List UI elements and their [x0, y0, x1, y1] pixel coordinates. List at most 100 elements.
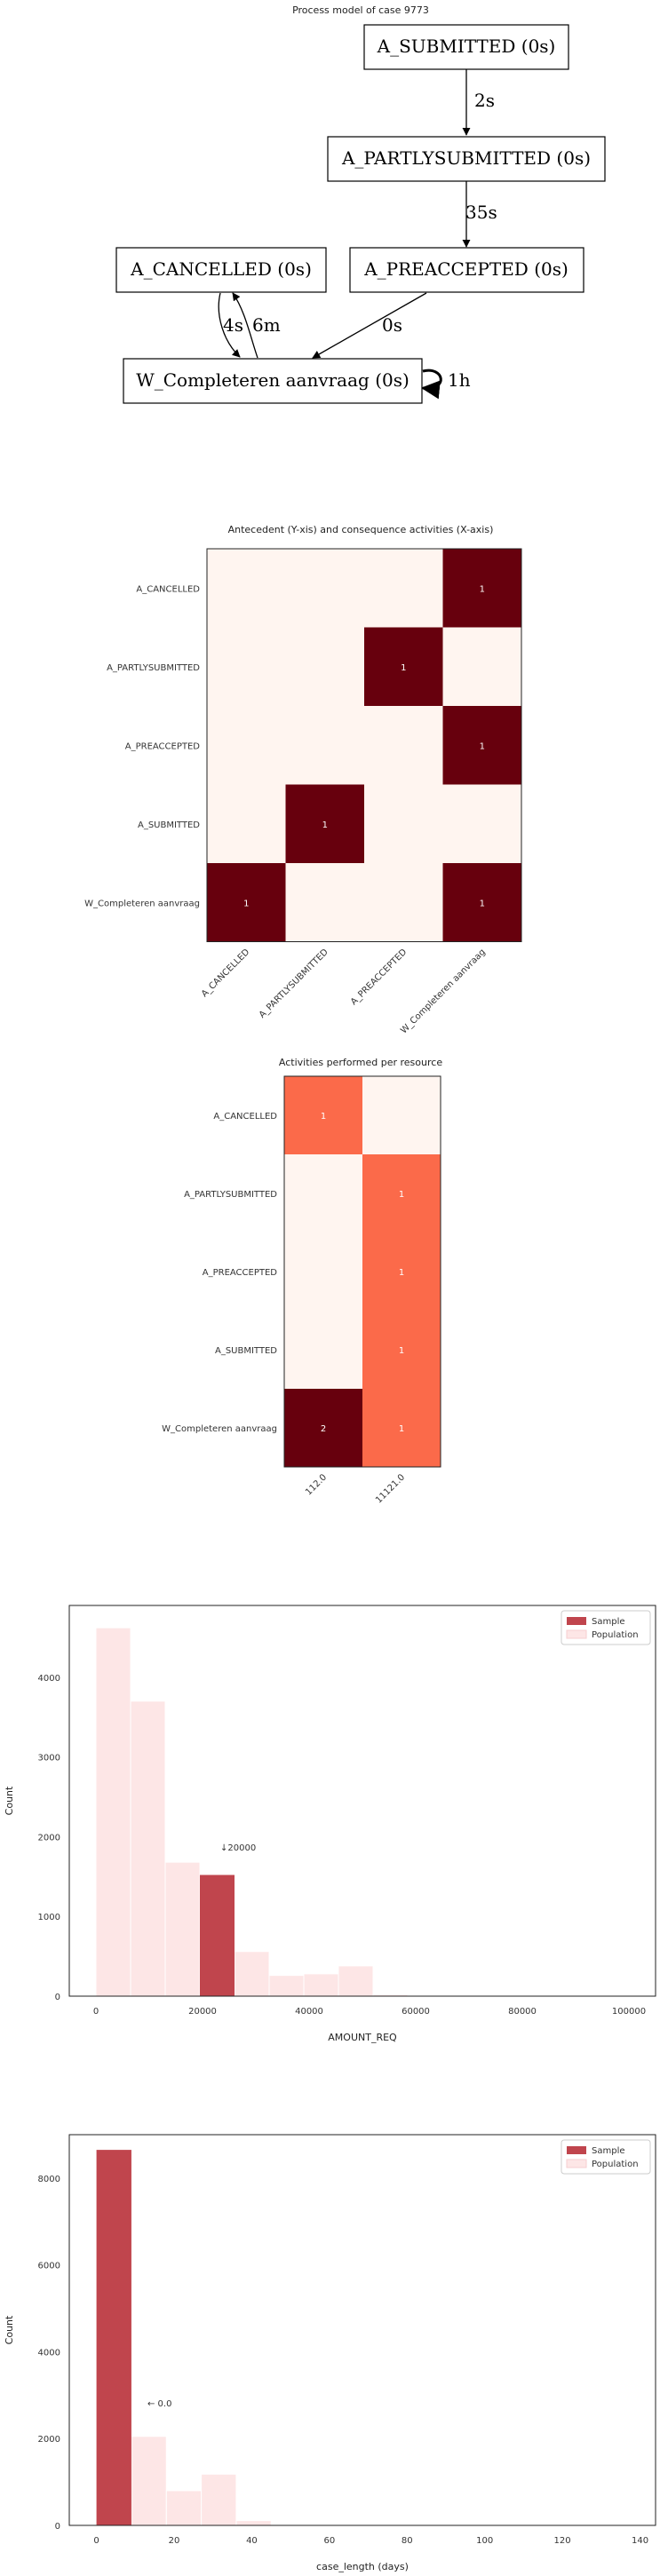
heatmap-cell — [285, 784, 364, 863]
population-bar — [130, 1700, 166, 1997]
heatmap-row-label: A_PREACCEPTED — [125, 741, 201, 751]
population-bar — [234, 1951, 270, 1997]
edge-label-sub-part: 2s — [474, 90, 495, 111]
heatmap-cell-value: 1 — [399, 1190, 404, 1200]
sample-bar — [96, 2150, 131, 2525]
legend-swatch-sample — [567, 2146, 586, 2154]
x-tick-label: 80000 — [508, 2007, 537, 2017]
heatmap-row-label: A_CANCELLED — [136, 584, 200, 594]
amount-req-histogram-panel: 0 20000 40000 60000 80000 100000 0 1000 2000 3000… — [0, 1581, 660, 2060]
heatmap-cell — [362, 1076, 441, 1154]
plot-frame — [68, 1605, 656, 1997]
x-tick-label: 0 — [93, 2007, 99, 2017]
node-label: A_PREACCEPTED (0s) — [363, 258, 569, 280]
edge-pre-wc — [312, 292, 427, 359]
population-bar — [268, 1975, 305, 1997]
node-a-cancelled: A_CANCELLED (0s) — [115, 247, 327, 293]
heatmap-row-label: W_Completeren aanvraag — [162, 1424, 277, 1434]
annotation: ↓20000 — [220, 1843, 256, 1853]
edge-label-wc-self: 1h — [448, 369, 471, 391]
x-tick-label: 80 — [402, 2536, 413, 2546]
heatmap-cell — [284, 1389, 362, 1467]
heatmap-cell — [364, 784, 443, 863]
edge-label-wc-canc: 6m — [252, 314, 281, 336]
legend-label-population: Population — [592, 1630, 639, 1640]
population-bar — [164, 1861, 201, 1997]
heatmap-cell — [442, 863, 521, 942]
legend-label-sample: Sample — [592, 1617, 625, 1627]
y-axis-label: Count — [4, 2315, 15, 2344]
x-tick-label: 20000 — [188, 2007, 217, 2017]
heatmap-cell — [285, 627, 364, 706]
heatmap-cell — [284, 1076, 362, 1154]
node-label: W_Completeren aanvraag (0s) — [136, 369, 410, 391]
annotation: ← 0.0 — [147, 2399, 171, 2409]
antecedent-heatmap: Antecedent (Y-xis) and consequence activ… — [84, 524, 522, 1036]
heatmap-cell — [364, 549, 443, 628]
heatmap-cell-value: 1 — [399, 1268, 404, 1278]
x-tick-label: 120 — [554, 2536, 571, 2546]
y-tick-label: 2000 — [38, 1833, 60, 1843]
heatmap-row-label: A_SUBMITTED — [215, 1346, 277, 1356]
heatmap-cell — [364, 627, 443, 706]
population-bar — [131, 2436, 167, 2526]
heatmap-cell — [284, 1233, 362, 1311]
node-a-partlysubmitted: A_PARTLYSUBMITTED (0s) — [327, 136, 606, 182]
heatmap-cell-value: 1 — [480, 741, 485, 751]
heatmap-cell — [442, 706, 521, 785]
heatmap-col-label: 112.0 — [304, 1472, 329, 1497]
y-tick-label: 3000 — [38, 1754, 60, 1764]
y-axis-label: Count — [4, 1786, 15, 1815]
heatmap-cell — [285, 549, 364, 628]
y-tick-label: 2000 — [38, 2435, 60, 2445]
heatmap-cell — [285, 863, 364, 942]
antecedent-heatmap-panel: Antecedent (Y-xis) and consequence activ… — [0, 515, 660, 1048]
heatmap-cell — [362, 1389, 441, 1467]
heatmap-cell-value: 2 — [321, 1424, 326, 1434]
y-tick-label: 0 — [55, 2522, 60, 2532]
heatmap-cell — [284, 1311, 362, 1389]
heatmap-cell — [285, 706, 364, 785]
heatmap-cell-value: 1 — [480, 899, 485, 908]
heatmap-cell-value: 1 — [480, 584, 485, 594]
heatmap-cell — [442, 627, 521, 706]
x-tick-label: 40000 — [295, 2007, 323, 2017]
heatmap-row-label: A_PARTLYSUBMITTED — [184, 1190, 277, 1200]
y-tick-label: 0 — [55, 1993, 60, 2002]
x-tick-label: 60 — [323, 2536, 335, 2546]
population-bar — [165, 2490, 203, 2526]
plot-frame — [68, 2134, 656, 2526]
heatmap-row-label: A_PREACCEPTED — [203, 1268, 278, 1278]
heatmap-col-label: A_PARTLYSUBMITTED — [258, 947, 330, 1020]
x-axis-label: AMOUNT_REQ — [328, 2032, 397, 2043]
sample-bar — [200, 1875, 235, 1996]
heatmap-col-label: W_Completeren aanvraag — [399, 947, 488, 1036]
heatmap-row-label: A_PARTLYSUBMITTED — [107, 663, 200, 673]
heatmap-cell — [207, 784, 286, 863]
edge-canc-wc — [218, 292, 241, 358]
heatmap-cell — [442, 549, 521, 628]
edge-label-pre-wc: 0s — [382, 314, 402, 336]
population-bar — [235, 2520, 272, 2526]
x-tick-label: 100 — [476, 2536, 493, 2546]
node-label: A_CANCELLED (0s) — [130, 258, 312, 280]
node-label: A_PARTLYSUBMITTED (0s) — [341, 147, 591, 169]
y-tick-label: 4000 — [38, 1674, 60, 1684]
process-model-title: Process model of case 9773 — [292, 4, 429, 16]
heatmap-cell-value: 1 — [399, 1346, 404, 1356]
heatmap-cell — [362, 1311, 441, 1389]
heatmap-cell — [207, 627, 286, 706]
legend-swatch-population — [566, 2159, 587, 2168]
x-axis-label: case_length (days) — [316, 2561, 409, 2572]
heatmap-frame — [283, 1075, 441, 1468]
process-model-panel: Process model of case 9773 2s 35s 4s 6m … — [0, 0, 660, 426]
x-tick-label: 100000 — [612, 2007, 646, 2017]
legend-swatch-sample — [567, 1617, 586, 1625]
edge-label-canc-wc: 4s — [223, 314, 243, 336]
case-length-histogram-panel: 0 20 40 60 80 100 120 140 0 2000 4000 6000 8000 case_… — [0, 2113, 660, 2576]
heatmap-row-label: A_SUBMITTED — [138, 820, 200, 830]
legend-swatch-population — [566, 1629, 587, 1639]
heatmap-title: Antecedent (Y-xis) and consequence activ… — [228, 524, 494, 535]
